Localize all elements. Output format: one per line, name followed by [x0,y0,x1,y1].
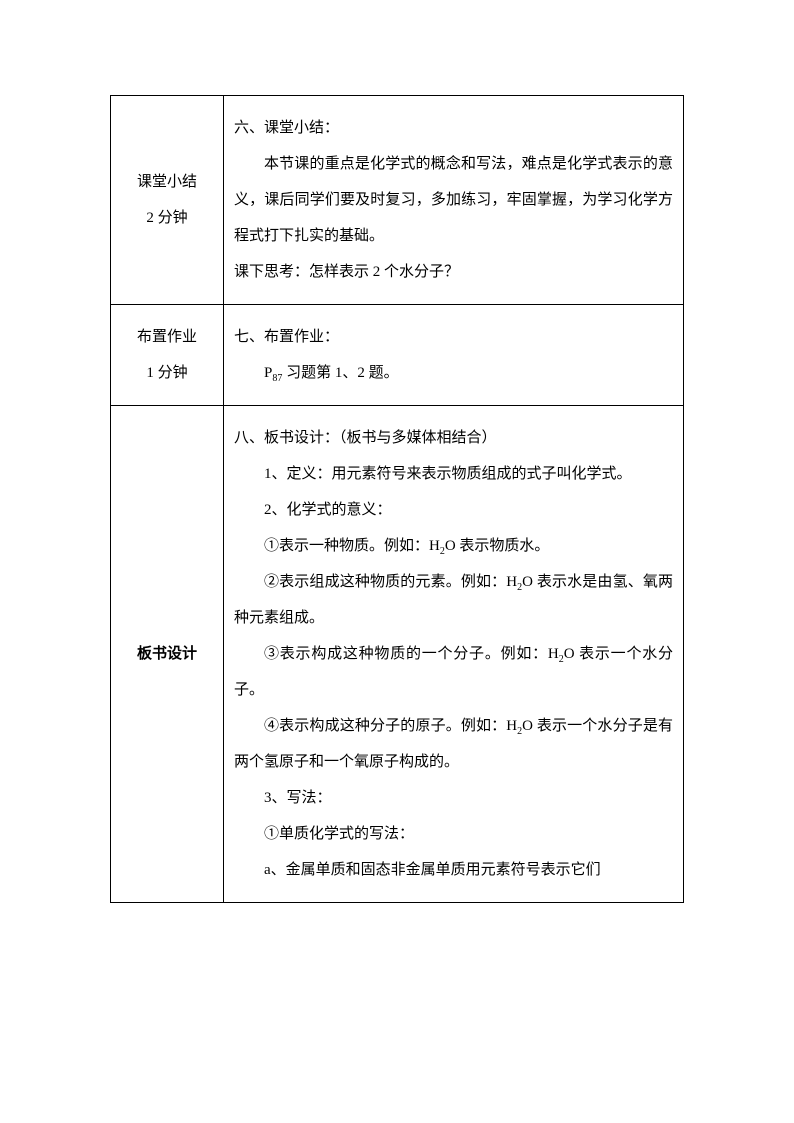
content-paragraph: 2、化学式的意义： [234,492,673,528]
table-body: 课堂小结2 分钟六、课堂小结：本节课的重点是化学式的概念和写法，难点是化学式表示… [111,96,684,903]
table-row: 板书设计八、板书设计：（板书与多媒体相结合）1、定义：用元素符号来表示物质组成的… [111,406,684,903]
label-line: 1 分钟 [121,355,213,391]
page: 课堂小结2 分钟六、课堂小结：本节课的重点是化学式的概念和写法，难点是化学式表示… [0,0,794,973]
table-row: 布置作业1 分钟七、布置作业：P87 习题第 1、2 题。 [111,305,684,406]
content-paragraph: 六、课堂小结： [234,110,673,146]
row-content: 八、板书设计：（板书与多媒体相结合）1、定义：用元素符号来表示物质组成的式子叫化… [224,406,684,903]
content-paragraph: ④表示构成这种分子的原子。例如：H2O 表示一个水分子是有两个氢原子和一个氧原子… [234,708,673,780]
row-content: 七、布置作业：P87 习题第 1、2 题。 [224,305,684,406]
content-paragraph: 八、板书设计：（板书与多媒体相结合） [234,420,673,456]
label-line: 2 分钟 [121,200,213,236]
content-paragraph: ②表示组成这种物质的元素。例如：H2O 表示水是由氢、氧两种元素组成。 [234,564,673,636]
content-paragraph: ①表示一种物质。例如：H2O 表示物质水。 [234,528,673,564]
content-paragraph: ①单质化学式的写法： [234,816,673,852]
label-line: 课堂小结 [121,164,213,200]
row-label: 板书设计 [111,406,224,903]
row-content: 六、课堂小结：本节课的重点是化学式的概念和写法，难点是化学式表示的意义，课后同学… [224,96,684,305]
content-paragraph: a、金属单质和固态非金属单质用元素符号表示它们 [234,852,673,888]
row-label: 布置作业1 分钟 [111,305,224,406]
content-paragraph: 课下思考：怎样表示 2 个水分子？ [234,254,673,290]
table-row: 课堂小结2 分钟六、课堂小结：本节课的重点是化学式的概念和写法，难点是化学式表示… [111,96,684,305]
content-paragraph: 七、布置作业： [234,319,673,355]
row-label: 课堂小结2 分钟 [111,96,224,305]
content-paragraph: 本节课的重点是化学式的概念和写法，难点是化学式表示的意义，课后同学们要及时复习，… [234,146,673,254]
label-line: 板书设计 [121,636,213,672]
content-paragraph: 3、写法： [234,780,673,816]
lesson-plan-table: 课堂小结2 分钟六、课堂小结：本节课的重点是化学式的概念和写法，难点是化学式表示… [110,95,684,903]
content-paragraph: 1、定义：用元素符号来表示物质组成的式子叫化学式。 [234,456,673,492]
label-line: 布置作业 [121,319,213,355]
content-paragraph: P87 习题第 1、2 题。 [234,355,673,391]
content-paragraph: ③表示构成这种物质的一个分子。例如：H2O 表示一个水分子。 [234,636,673,708]
